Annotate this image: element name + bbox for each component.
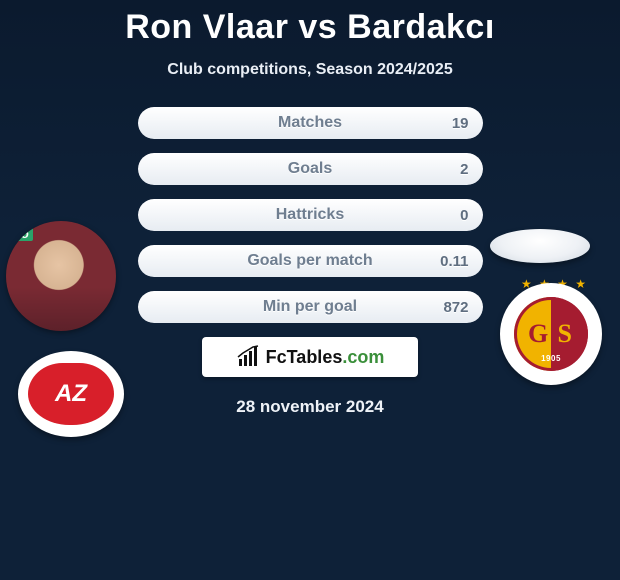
brand-box: FcTables.com xyxy=(202,337,418,377)
gs-year: 1905 xyxy=(541,354,561,363)
stat-fill xyxy=(138,245,483,277)
stat-rows: Matches 19 Goals 2 Hattricks 0 Goals per… xyxy=(138,107,483,323)
bar-chart-icon xyxy=(236,345,260,369)
stat-fill xyxy=(138,291,483,323)
subtitle: Club competitions, Season 2024/2025 xyxy=(0,61,620,79)
stat-fill xyxy=(138,199,483,231)
player-left-avatar xyxy=(6,221,116,331)
stat-value-right: 0.11 xyxy=(440,245,468,277)
stat-row: Goals per match 0.11 xyxy=(138,245,483,277)
stat-row: Hattricks 0 xyxy=(138,199,483,231)
stat-row: Min per goal 872 xyxy=(138,291,483,323)
comparison-stage: AZ ★ ★ ★ ★ G S 1905 Matches 19 Goals 2 H… xyxy=(0,107,620,323)
stat-value-right: 0 xyxy=(460,199,468,231)
brand-name: FcTables xyxy=(266,347,343,367)
stat-fill xyxy=(138,153,483,185)
stat-value-right: 19 xyxy=(452,107,469,139)
stat-value-right: 872 xyxy=(443,291,468,323)
club-right-badge: G S 1905 xyxy=(500,283,602,385)
stat-row: Matches 19 xyxy=(138,107,483,139)
galatasaray-logo: G S 1905 xyxy=(514,297,588,371)
az-logo: AZ xyxy=(28,363,114,425)
brand-text: FcTables.com xyxy=(266,347,385,368)
brand-suffix: .com xyxy=(342,347,384,367)
club-left-badge: AZ xyxy=(18,351,124,437)
stat-fill xyxy=(138,107,483,139)
stat-value-right: 2 xyxy=(460,153,468,185)
stat-row: Goals 2 xyxy=(138,153,483,185)
page-title: Ron Vlaar vs Bardakcı xyxy=(0,0,620,47)
gs-s-icon: S xyxy=(558,319,572,349)
gs-g-icon: G xyxy=(528,319,548,349)
player-right-placeholder xyxy=(490,229,590,263)
